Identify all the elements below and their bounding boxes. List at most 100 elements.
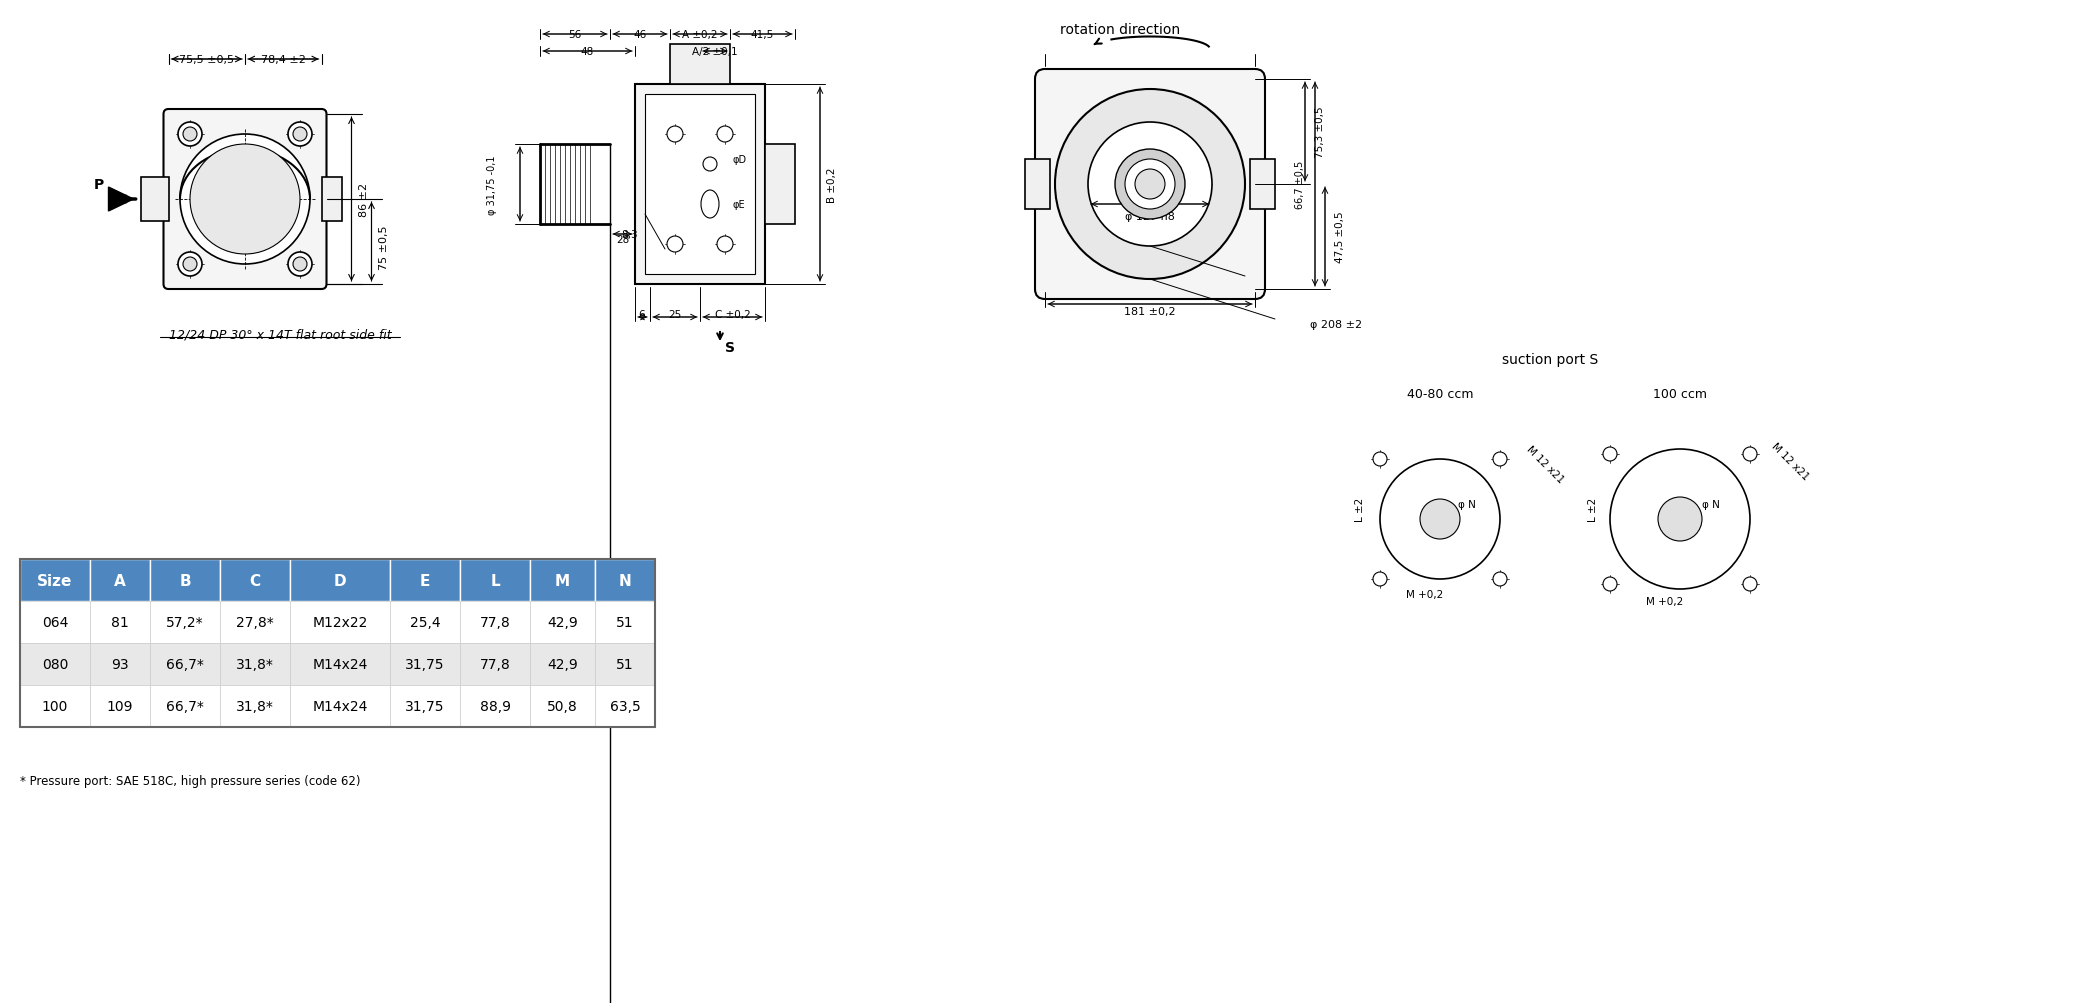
Text: M14x24: M14x24	[312, 657, 369, 671]
FancyBboxPatch shape	[289, 560, 389, 602]
Text: 86 ±2: 86 ±2	[358, 183, 369, 217]
FancyBboxPatch shape	[21, 602, 90, 643]
Text: A ±0,2: A ±0,2	[683, 30, 718, 40]
FancyBboxPatch shape	[389, 643, 461, 685]
Text: 25,4: 25,4	[410, 616, 440, 629]
Text: 75,3 ±0,5: 75,3 ±0,5	[1315, 106, 1326, 158]
FancyBboxPatch shape	[461, 560, 530, 602]
Text: 93: 93	[111, 657, 130, 671]
FancyBboxPatch shape	[764, 144, 796, 225]
Circle shape	[293, 258, 308, 272]
Circle shape	[182, 127, 197, 141]
FancyBboxPatch shape	[140, 178, 168, 222]
Circle shape	[1374, 452, 1386, 466]
Text: 77,8: 77,8	[480, 616, 511, 629]
Text: D: D	[333, 573, 346, 588]
Text: 28: 28	[616, 235, 628, 245]
Text: 31,8*: 31,8*	[237, 699, 274, 713]
FancyBboxPatch shape	[90, 685, 151, 727]
Text: 100 ccm: 100 ccm	[1652, 388, 1707, 401]
Text: 63,5: 63,5	[609, 699, 641, 713]
Circle shape	[289, 123, 312, 146]
FancyBboxPatch shape	[151, 560, 220, 602]
Text: suction port S: suction port S	[1501, 353, 1598, 367]
Circle shape	[1493, 452, 1508, 466]
FancyBboxPatch shape	[90, 643, 151, 685]
Text: M 12 x21: M 12 x21	[1769, 441, 1811, 482]
Circle shape	[1610, 449, 1751, 590]
Text: 42,9: 42,9	[547, 657, 578, 671]
Text: C ±0,2: C ±0,2	[714, 310, 750, 320]
Text: 51: 51	[616, 616, 634, 629]
Circle shape	[1089, 123, 1212, 247]
Text: 66,7*: 66,7*	[165, 699, 203, 713]
FancyBboxPatch shape	[595, 602, 655, 643]
FancyBboxPatch shape	[220, 685, 289, 727]
Text: M14x24: M14x24	[312, 699, 369, 713]
Text: 66,7 ±0,5: 66,7 ±0,5	[1294, 160, 1305, 209]
Text: 78,4 ±2: 78,4 ±2	[262, 55, 306, 65]
FancyBboxPatch shape	[21, 643, 90, 685]
Text: 47,5 ±0,5: 47,5 ±0,5	[1336, 212, 1344, 263]
Text: C: C	[249, 573, 260, 588]
Text: E: E	[419, 573, 429, 588]
FancyBboxPatch shape	[389, 685, 461, 727]
Text: B ±0,2: B ±0,2	[827, 168, 838, 203]
FancyBboxPatch shape	[163, 110, 327, 290]
Text: 40-80 ccm: 40-80 ccm	[1407, 388, 1474, 401]
Circle shape	[1374, 573, 1386, 587]
FancyBboxPatch shape	[322, 178, 341, 222]
FancyBboxPatch shape	[151, 602, 220, 643]
FancyBboxPatch shape	[151, 643, 220, 685]
Text: 100: 100	[42, 699, 69, 713]
FancyBboxPatch shape	[595, 560, 655, 602]
FancyBboxPatch shape	[21, 685, 90, 727]
Text: M +0,2: M +0,2	[1646, 597, 1684, 607]
Text: 66,7*: 66,7*	[165, 657, 203, 671]
Polygon shape	[109, 188, 134, 212]
Text: 31,8*: 31,8*	[237, 657, 274, 671]
FancyBboxPatch shape	[461, 643, 530, 685]
FancyBboxPatch shape	[530, 685, 595, 727]
Circle shape	[716, 126, 733, 142]
Circle shape	[1742, 578, 1757, 592]
Text: L: L	[490, 573, 500, 588]
Text: φ N: φ N	[1457, 499, 1476, 510]
Text: 46: 46	[632, 30, 647, 40]
FancyBboxPatch shape	[670, 45, 731, 85]
Text: 88,9: 88,9	[480, 699, 511, 713]
Text: A: A	[115, 573, 126, 588]
Text: φ N: φ N	[1702, 499, 1719, 510]
Text: Size: Size	[38, 573, 73, 588]
Text: A/2 ±0,1: A/2 ±0,1	[693, 47, 737, 57]
Circle shape	[1604, 447, 1617, 461]
Circle shape	[1135, 170, 1164, 200]
FancyBboxPatch shape	[220, 643, 289, 685]
Text: S: S	[725, 341, 735, 355]
Text: * Pressure port: SAE 518C, high pressure series (code 62): * Pressure port: SAE 518C, high pressure…	[21, 774, 360, 787]
FancyBboxPatch shape	[645, 95, 756, 275]
Text: 31,75: 31,75	[406, 657, 444, 671]
Text: 6: 6	[639, 310, 645, 320]
Circle shape	[289, 253, 312, 277]
FancyBboxPatch shape	[1024, 159, 1049, 210]
Text: M 12 x21: M 12 x21	[1524, 444, 1566, 485]
FancyBboxPatch shape	[595, 685, 655, 727]
Circle shape	[1055, 90, 1246, 280]
Text: 57,2*: 57,2*	[165, 616, 203, 629]
Text: L ±2: L ±2	[1355, 497, 1365, 522]
Text: 56: 56	[567, 30, 582, 40]
FancyBboxPatch shape	[595, 643, 655, 685]
Text: 064: 064	[42, 616, 69, 629]
Circle shape	[668, 126, 683, 142]
Circle shape	[191, 144, 299, 255]
FancyBboxPatch shape	[151, 685, 220, 727]
Text: M +0,2: M +0,2	[1407, 590, 1443, 600]
FancyBboxPatch shape	[90, 602, 151, 643]
Text: 48: 48	[580, 47, 595, 57]
Text: 42,9: 42,9	[547, 616, 578, 629]
Circle shape	[1604, 578, 1617, 592]
Text: φD: φD	[733, 154, 745, 164]
Text: φ 127 h8: φ 127 h8	[1124, 212, 1175, 222]
Circle shape	[1493, 573, 1508, 587]
